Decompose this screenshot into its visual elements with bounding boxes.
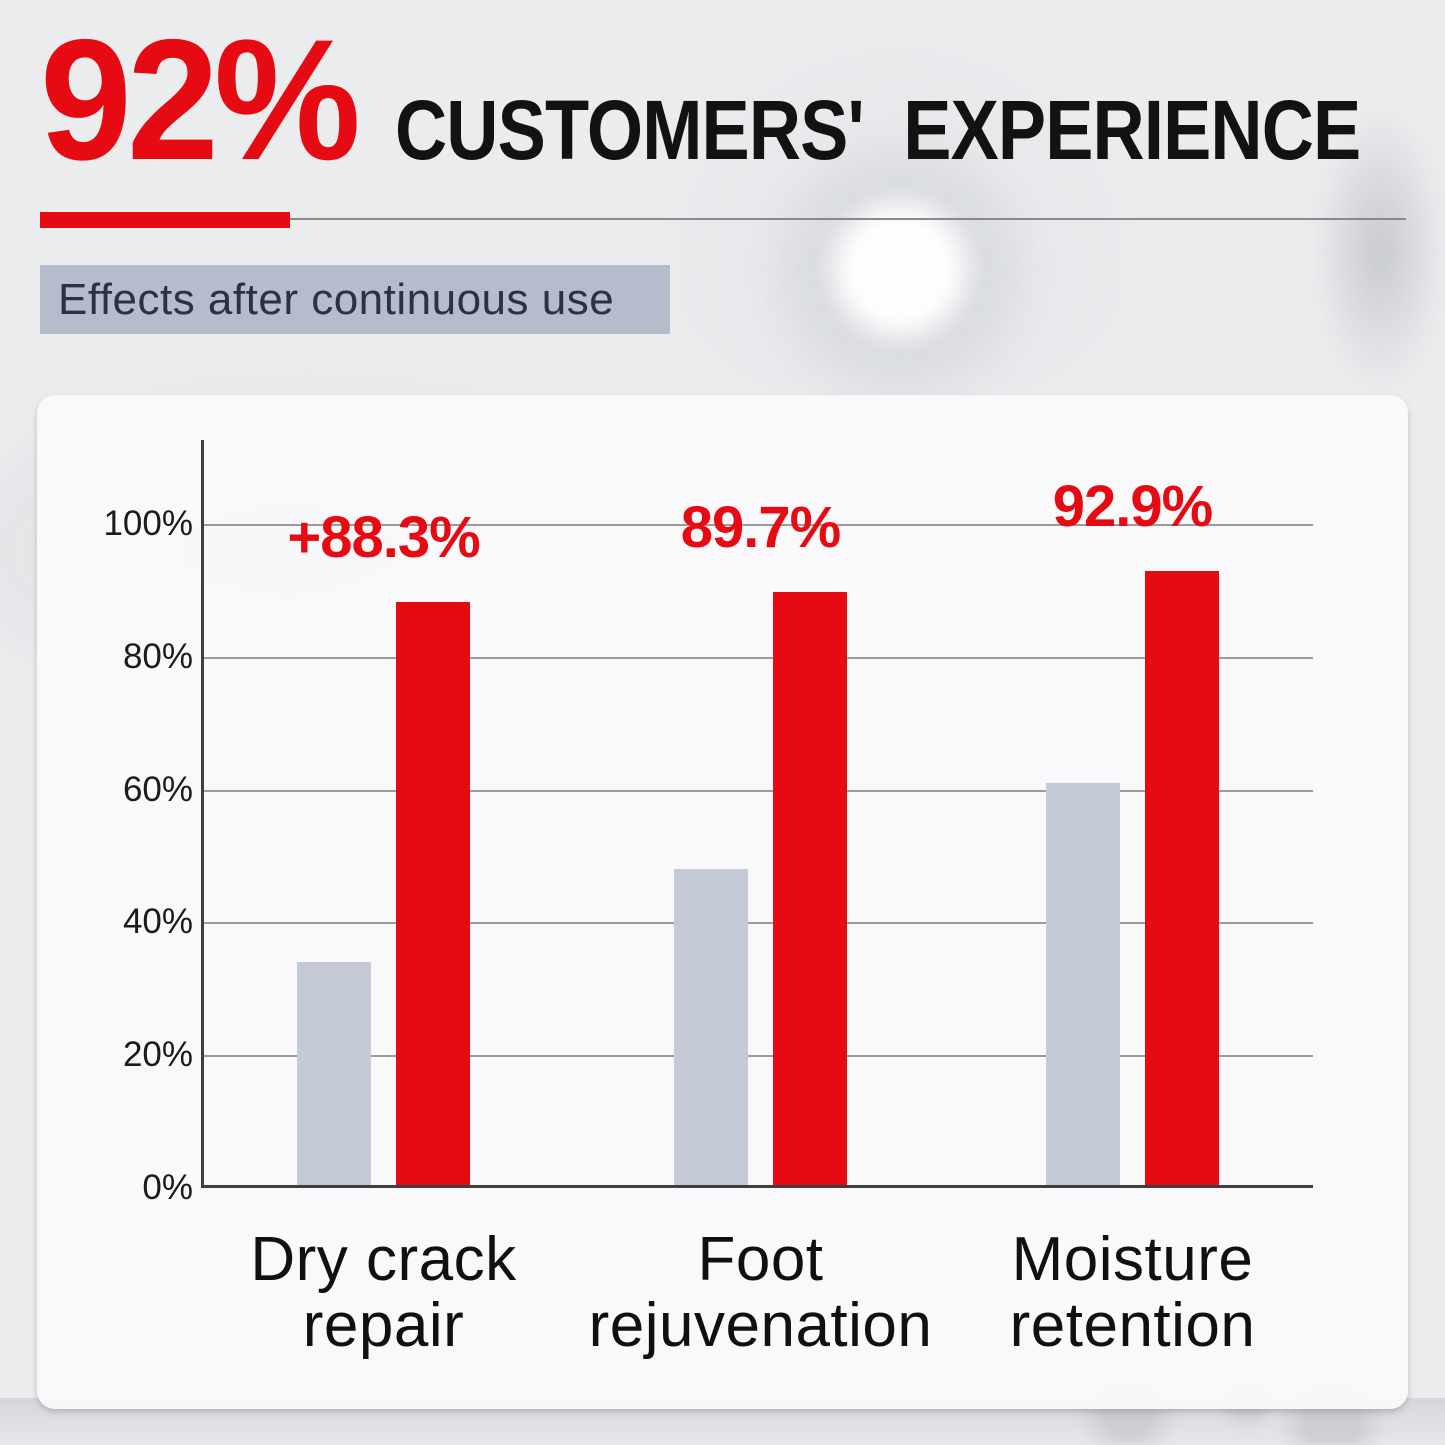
- page-title: CUSTOMERS' EXPERIENCE: [395, 83, 1361, 177]
- bar-gray-1: [674, 869, 748, 1188]
- bar-red-0: [396, 601, 470, 1188]
- y-tick-label-40: 40%: [122, 902, 193, 942]
- x-axis-baseline: [203, 1185, 1313, 1188]
- bar-value-label-0: +88.3%: [287, 504, 480, 570]
- bar-gray-2: [1046, 782, 1120, 1188]
- bar-value-label-2: 92.9%: [1052, 474, 1213, 540]
- chart-card: 100% 80% 60% 40% 20% 0% +88.3% 89.7% 92.9% Dry c…: [37, 395, 1408, 1409]
- bar-red-2: [1145, 571, 1219, 1188]
- y-tick-label-80: 80%: [122, 636, 193, 676]
- category-label-line: Moisture: [1011, 1225, 1254, 1294]
- subtitle-text: Effects after continuous use: [58, 274, 615, 324]
- category-label-line: Dry crack: [250, 1225, 517, 1294]
- stat-percentage: 92%: [40, 4, 361, 196]
- category-label-line: rejuvenation: [588, 1291, 933, 1360]
- subtitle-badge: Effects after continuous use: [40, 265, 670, 334]
- bar-gray-0: [297, 962, 371, 1188]
- gridline-80: [203, 656, 1313, 659]
- category-axis-labels: Dry crack repair Foot rejuvenation Moisture r…: [37, 1227, 1408, 1387]
- y-tick-label-0: 0%: [142, 1168, 193, 1207]
- gridline-40: [203, 922, 1313, 925]
- category-label-0: Dry crack repair: [174, 1227, 594, 1359]
- y-tick-label-20: 20%: [122, 1035, 193, 1075]
- category-label-line: Foot: [697, 1225, 824, 1294]
- horizontal-rule: [290, 218, 1406, 220]
- y-axis-line: [201, 440, 204, 1188]
- y-tick-label-100: 100%: [103, 504, 193, 543]
- category-label-line: repair: [302, 1291, 465, 1360]
- plot-area: 100% 80% 60% 40% 20% 0% +88.3% 89.7% 92.9%: [103, 440, 1313, 1207]
- header: 92% CUSTOMERS' EXPERIENCE: [40, 14, 1445, 186]
- category-label-2: Moisture retention: [923, 1227, 1343, 1359]
- red-accent-underline: [40, 212, 290, 228]
- gridline-20: [203, 1055, 1313, 1058]
- bar-value-label-1: 89.7%: [680, 495, 841, 561]
- gridline-100: [203, 524, 1313, 526]
- category-label-line: retention: [1009, 1291, 1256, 1360]
- gridline-60: [203, 789, 1313, 792]
- category-label-1: Foot rejuvenation: [551, 1227, 971, 1359]
- y-tick-label-60: 60%: [122, 769, 193, 809]
- bar-red-1: [773, 592, 847, 1188]
